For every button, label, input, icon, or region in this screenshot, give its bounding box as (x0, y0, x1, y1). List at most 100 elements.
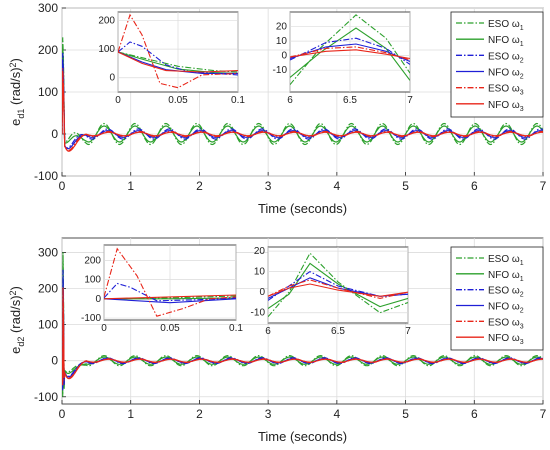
inset-y-tick-label: 100 (84, 275, 101, 286)
x-tick-label: 1 (127, 407, 134, 421)
inset-series-5 (268, 279, 408, 299)
inset-y-tick-label: 200 (84, 255, 101, 266)
y-tick-label: 0 (51, 354, 58, 368)
inset-x-tick-label: 6.5 (343, 95, 357, 106)
x-tick-label: 7 (540, 407, 547, 421)
y-tick-label: 300 (38, 1, 58, 15)
y-label-part: e (8, 347, 23, 354)
legend-text: NFO ω (488, 68, 520, 79)
legend-subscript: 3 (520, 323, 524, 330)
legend-subscript: 3 (520, 106, 524, 113)
inset-series-4 (118, 51, 238, 74)
inset-series-3 (118, 41, 238, 76)
y-label-part: d1 (16, 109, 26, 119)
x-tick-label: 4 (334, 407, 341, 421)
inset-y-tick-label: 0 (109, 73, 115, 84)
inset-y-tick-label: 10 (276, 36, 288, 47)
legend-label-1: ESO ω1 (488, 254, 524, 267)
inset-2: 6 6.5 7 -10 0 10 20 (273, 11, 413, 106)
y-tick-label: -100 (34, 390, 58, 404)
x-tick-label: 3 (265, 179, 272, 193)
legend-text: NFO ω (488, 270, 520, 281)
inset-2: 6 6.5 7 -10 0 10 20 (251, 246, 412, 337)
legend-label-5: ESO ω3 (488, 317, 524, 330)
inset-series-6 (290, 49, 410, 60)
series-line-3 (62, 52, 543, 149)
x-tick-label: 3 (265, 407, 272, 421)
y-label-part: d2 (16, 337, 26, 347)
y-tick-label: 300 (38, 245, 58, 259)
inset-y-tick-label: 10 (254, 267, 266, 278)
inset-series-6 (268, 283, 408, 297)
x-tick-label: 5 (402, 407, 409, 421)
inset-x-tick-label: 7 (407, 95, 413, 106)
legend-subscript: 3 (520, 90, 524, 97)
x-tick-label: 6 (471, 179, 478, 193)
x-tick-label: 2 (196, 179, 203, 193)
y-label-part: 2 (8, 62, 18, 67)
legend-text: NFO ω (488, 302, 520, 313)
inset-series-2 (290, 27, 410, 81)
x-tick-label: 1 (127, 179, 134, 193)
y-tick-label: 200 (38, 43, 58, 57)
legend-label-4: NFO ω2 (488, 68, 524, 81)
x-tick-label: 6 (471, 407, 478, 421)
inset-y-tick-label: -100 (81, 313, 101, 324)
y-axis-label: ed2 (rad/s)2) (8, 286, 26, 354)
y-label-part: ) (8, 286, 23, 290)
legend-subscript: 2 (520, 57, 524, 64)
inset-series-5 (118, 13, 238, 89)
legend-text: NFO ω (488, 333, 520, 344)
legend-text: ESO ω (488, 286, 520, 297)
inset-y-tick-label: 20 (254, 246, 266, 257)
inset-series-5 (104, 247, 236, 317)
inset-y-tick-label: 20 (276, 22, 288, 33)
legend-text: ESO ω (488, 19, 520, 30)
legend-subscript: 1 (520, 276, 524, 283)
y-label-part: e (8, 119, 23, 126)
inset-y-tick-label: 0 (281, 51, 287, 62)
plot-area (62, 37, 543, 152)
x-axis-label: Time (seconds) (258, 201, 347, 216)
legend-subscript: 1 (520, 25, 524, 32)
inset-series-4 (104, 298, 236, 304)
x-tick-label: 0 (59, 407, 66, 421)
legend-label-5: ESO ω3 (488, 84, 524, 97)
inset-y-tick-label: 200 (98, 16, 115, 27)
x-tick-label: 5 (402, 179, 409, 193)
legend-text: ESO ω (488, 254, 520, 265)
y-label-part: (rad/s) (8, 67, 23, 108)
y-axis-label: ed1 (rad/s)2) (8, 58, 26, 126)
legend-subscript: 2 (520, 74, 524, 81)
plot-area (62, 252, 543, 397)
inset-x-tick-label: 0.1 (229, 323, 243, 334)
legend-label-3: ESO ω2 (488, 51, 524, 64)
legend-text: NFO ω (488, 100, 520, 111)
legend-box (450, 246, 544, 351)
legend-label-6: NFO ω3 (488, 100, 524, 113)
legend-label-6: NFO ω3 (488, 333, 524, 346)
inset-x-tick-label: 0 (115, 95, 121, 106)
y-tick-label: 100 (38, 318, 58, 332)
inset-x-tick-label: 6 (287, 95, 293, 106)
legend-subscript: 2 (520, 308, 524, 315)
inset-y-tick-label: -10 (273, 65, 288, 76)
y-tick-label: 200 (38, 282, 58, 296)
inset-x-tick-label: 0.05 (168, 95, 188, 106)
y-label-part: (rad/s) (8, 295, 23, 336)
inset-plot (268, 252, 408, 318)
legend-label-4: NFO ω2 (488, 302, 524, 315)
inset-series-2 (268, 262, 408, 310)
legend-subscript: 3 (520, 339, 524, 346)
legend-label-1: ESO ω1 (488, 19, 524, 32)
inset-x-tick-label: 6.5 (331, 326, 345, 337)
inset-series-6 (118, 51, 238, 73)
inset-x-tick-label: 6 (265, 326, 271, 337)
legend-box (450, 11, 544, 118)
inset-series-1 (104, 295, 236, 300)
legend-text: NFO ω (488, 35, 520, 46)
